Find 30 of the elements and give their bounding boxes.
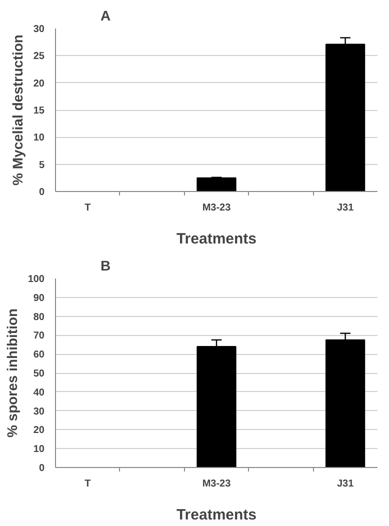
y-tick-label: 20: [33, 425, 45, 436]
y-axis-title: % Mycelial destruction: [9, 34, 26, 186]
x-tick-label: M3-23: [202, 478, 232, 490]
y-tick-label: 70: [33, 330, 45, 342]
chart-title: A: [100, 8, 111, 24]
y-tick-label: 0: [38, 463, 45, 474]
y-axis-title: % spores inhibition: [4, 308, 20, 438]
y-tick-label: 50: [33, 368, 45, 380]
y-tick-label: 25: [33, 51, 45, 62]
y-tick-label: 15: [33, 106, 45, 116]
x-tick-label: J31: [336, 478, 354, 490]
y-tick-label: 80: [33, 312, 45, 323]
y-tick-label: 30: [33, 24, 45, 35]
x-tick-label: T: [84, 202, 91, 214]
x-tick-label: M3-23: [202, 202, 232, 214]
y-tick-label: 5: [38, 160, 45, 171]
y-tick-label: 0: [38, 187, 45, 198]
y-tick-label: 30: [33, 406, 45, 418]
y-tick-label: 10: [33, 132, 45, 144]
x-tick-label: J31: [336, 202, 354, 214]
y-tick-label: 60: [33, 350, 45, 361]
y-tick-label: 100: [28, 274, 45, 285]
y-tick-label: 40: [33, 387, 45, 398]
y-tick-label: 20: [33, 78, 45, 90]
x-axis-title: Treatments: [176, 230, 257, 248]
x-tick-label: T: [84, 478, 91, 490]
x-axis-title: Treatments: [176, 506, 257, 524]
y-tick-label: 90: [33, 292, 45, 304]
y-tick-label: 10: [33, 444, 45, 456]
chart-title: B: [100, 258, 111, 274]
